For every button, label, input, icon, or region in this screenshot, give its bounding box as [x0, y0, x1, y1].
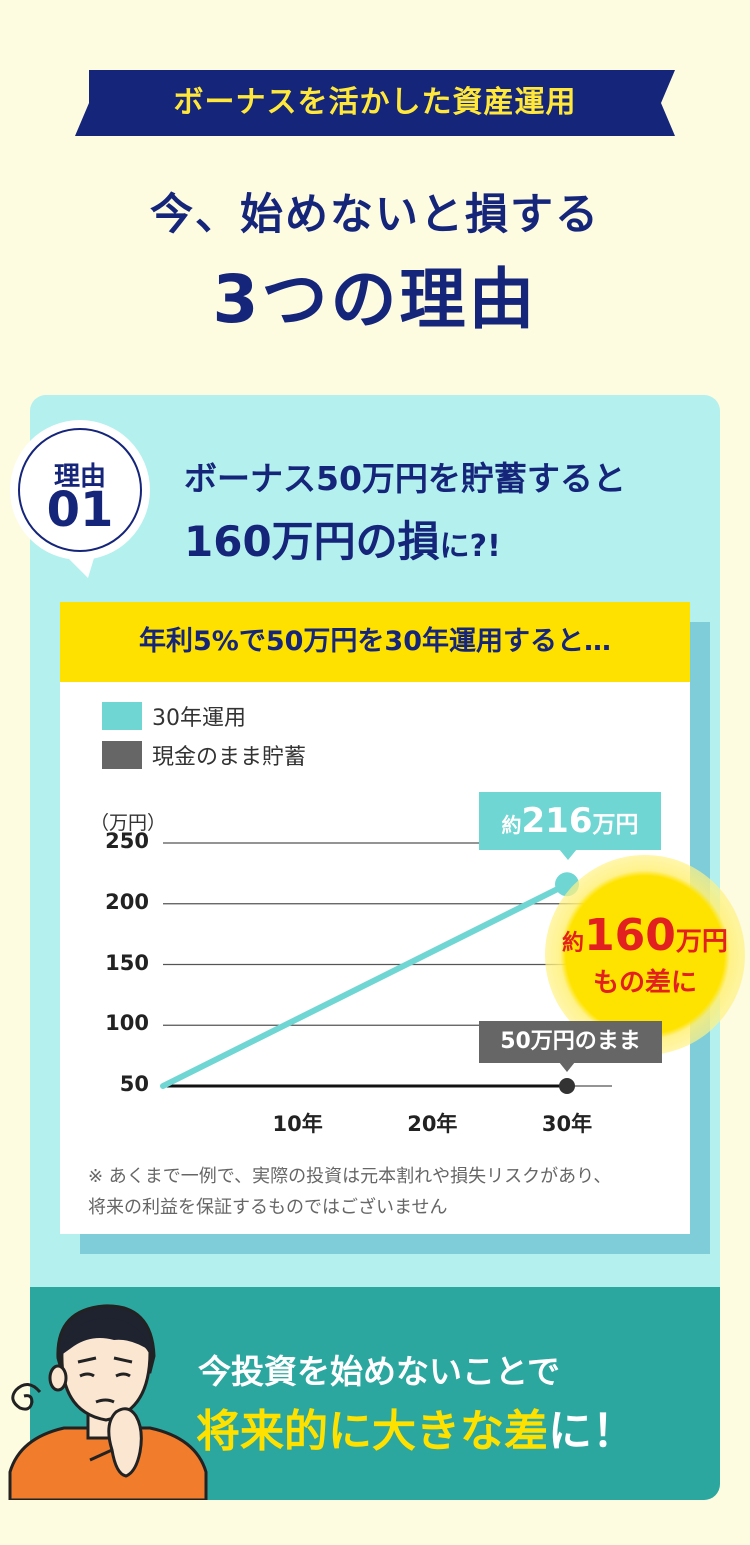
bottom-line1: 今投資を始めないことで [198, 1352, 561, 1391]
invest-end-prefix: 約 [501, 813, 522, 837]
difference-caption: もの差に [592, 968, 697, 998]
invest-end-suffix: 万円 [592, 812, 639, 838]
y-tick-100: 100 [105, 1011, 149, 1036]
invest-callout-tail [559, 849, 577, 860]
y-tick-250: 250 [105, 829, 149, 853]
difference-amount: 約160万円 [545, 910, 745, 961]
x-tick-10: 10年 [272, 1112, 323, 1136]
x-tick-30: 30年 [541, 1112, 593, 1136]
headline-line2: 3つの理由 [212, 261, 538, 338]
y-tick-150: 150 [105, 950, 149, 975]
series-line-invest [160, 881, 570, 1089]
bottom-tail: に！ [548, 1406, 636, 1457]
y-tick-50: 50 [119, 1072, 149, 1096]
legend-item-cash: 現金のまま貯蓄 [102, 741, 307, 770]
banner-ribbon: ボーナスを活かした資産運用 [75, 70, 675, 136]
reason-line2-small: に?! [439, 529, 501, 564]
legend-swatch-cash [102, 741, 142, 769]
badge-label: 理由 [53, 462, 106, 492]
reason-line2-main: 160万円の損 [184, 517, 440, 566]
disclaimer-line1: ※ あくまで一例で、実際の投資は元本割れや損失リスクがあり、 [88, 1166, 612, 1187]
cash-callout-tail [559, 1062, 575, 1072]
banner-text: ボーナスを活かした資産運用 [173, 85, 577, 120]
series-layer [160, 872, 579, 1094]
x-tick-20: 20年 [407, 1112, 458, 1136]
badge-number: 01 [46, 482, 114, 538]
bottom-highlight: 将来的に大きな差 [196, 1406, 548, 1457]
reason-line1: ボーナス50万円を貯蓄すると [184, 459, 626, 498]
headline-line1: 今、始めないと損する [150, 190, 600, 240]
bottom-line2: 将来的に大きな差に！ [196, 1395, 636, 1459]
legend-label-invest: 30年運用 [152, 706, 246, 731]
legend-swatch-invest [102, 702, 142, 730]
point-cash-end [559, 1078, 575, 1094]
invest-end-value: 216 [521, 801, 593, 841]
legend-item-invest: 30年運用 [102, 702, 246, 731]
difference-prefix: 約 [562, 931, 585, 956]
legend-label-cash: 現金のまま貯蓄 [152, 745, 307, 770]
invest-end-callout: 約216万円 [479, 792, 661, 850]
disclaimer-line2: 将来の利益を保証するものではございません [88, 1197, 448, 1218]
cash-end-callout: 50万円のまま [479, 1021, 662, 1063]
ribbon-shape [75, 70, 675, 136]
difference-suffix: 万円 [675, 927, 728, 957]
difference-value: 160 [584, 910, 676, 961]
badge-bubble-shape [10, 420, 150, 578]
chart-header: 年利5%で50万円を30年運用すると… [60, 602, 690, 682]
reason-line2: 160万円の損に?! [184, 508, 501, 569]
y-tick-200: 200 [105, 889, 149, 914]
y-unit-label: （万円） [90, 812, 167, 834]
reason-badge: 理由 01 [10, 420, 160, 585]
worried-man-illustration [8, 1304, 208, 1500]
